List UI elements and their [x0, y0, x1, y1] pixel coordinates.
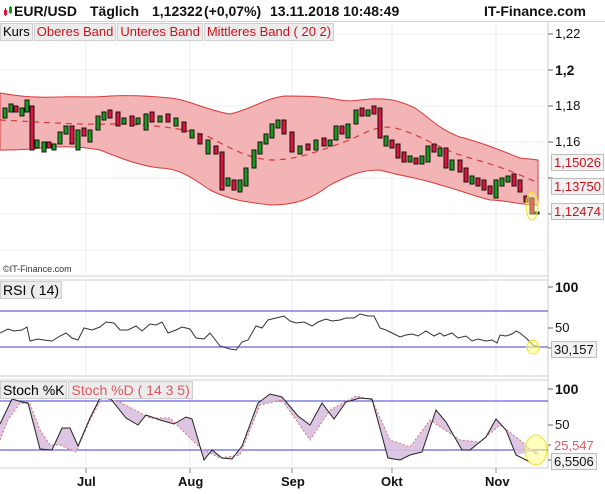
month-label: Sep — [281, 474, 305, 489]
y-tick: 1,16 — [555, 134, 581, 149]
y-tick: 1,18 — [555, 98, 581, 113]
month-label: Nov — [485, 474, 510, 489]
stoch-legend: Stoch %K Stoch %D ( 14 3 5) — [0, 381, 194, 399]
middle-band — [0, 119, 539, 184]
lower-band-value: 1,12474 — [551, 203, 604, 220]
month-label: Okt — [381, 474, 403, 489]
month-label: Jul — [77, 474, 96, 489]
upper-band-value: 1,15026 — [551, 154, 604, 171]
legend-lower-band[interactable]: Unteres Band — [117, 23, 203, 41]
candles — [2, 99, 540, 215]
chart-header: EUR/USD Täglich 1,12322 (+0,07%) 13.11.2… — [0, 0, 605, 22]
rsi-tick-50: 50 — [555, 320, 570, 335]
stoch-d-value: 25,547 — [551, 437, 597, 454]
copyright: ©IT-Finance.com — [3, 264, 72, 274]
stoch-tick-50: 50 — [555, 417, 570, 432]
stoch-fill — [0, 394, 538, 460]
legend-kurs[interactable]: Kurs — [0, 23, 33, 41]
brand: IT-Finance.com — [484, 3, 586, 19]
rsi-legend: RSI ( 14) — [0, 281, 63, 299]
datetime: 13.11.2018 10:48:49 — [270, 3, 400, 19]
legend-stoch-k[interactable]: Stoch %K — [0, 381, 68, 399]
middle-band-value: 1,13750 — [551, 178, 604, 195]
legend-stoch-d[interactable]: Stoch %D ( 14 3 5) — [68, 381, 193, 399]
y-tick: 1,22 — [555, 26, 581, 41]
legend-middle-band[interactable]: Mittleres Band ( 20 2) — [203, 23, 335, 41]
last-price-highlight — [525, 191, 539, 221]
stoch-k-value: 6,5506 — [551, 453, 597, 470]
rsi-value: 30,157 — [551, 341, 597, 358]
interval: Täglich — [90, 3, 140, 19]
stoch-tick-100: 100 — [555, 381, 579, 397]
legend-rsi[interactable]: RSI ( 14) — [0, 281, 63, 299]
price-legend: Kurs Oberes Band Unteres Band Mittleres … — [0, 23, 335, 41]
last-price: 1,12322 — [152, 3, 203, 19]
candlestick-icon — [4, 6, 12, 16]
symbol: EUR/USD — [14, 3, 78, 19]
stoch-k-line — [0, 393, 531, 463]
rsi-tick-100: 100 — [555, 279, 579, 295]
change-percent: (+0,07%) — [204, 3, 262, 19]
legend-upper-band[interactable]: Oberes Band — [33, 23, 117, 41]
rsi-line — [0, 313, 538, 351]
y-tick: 1,2 — [555, 62, 575, 78]
bollinger-band — [0, 92, 539, 206]
month-label: Aug — [178, 474, 204, 489]
stoch-d-line — [0, 395, 539, 459]
